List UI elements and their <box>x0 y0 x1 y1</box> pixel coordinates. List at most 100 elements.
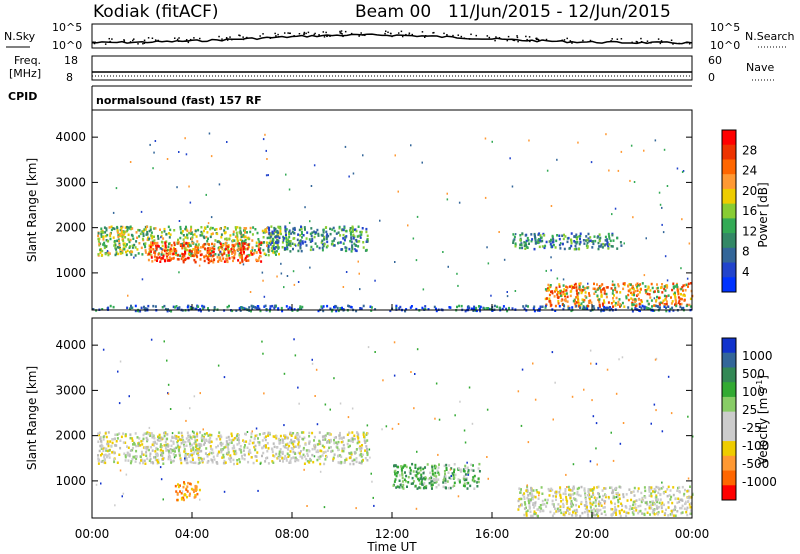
data-cell <box>318 439 321 443</box>
data-cell <box>160 236 162 239</box>
data-cell <box>648 488 651 491</box>
data-cell <box>577 292 580 295</box>
data-cell <box>216 240 219 243</box>
data-cell <box>104 461 107 465</box>
data-cell <box>612 239 615 242</box>
data-cell <box>684 488 686 492</box>
data-cell <box>233 256 236 260</box>
data-cell <box>236 462 239 465</box>
nsearch-dot <box>151 37 154 40</box>
data-cell <box>265 435 267 438</box>
data-cell <box>550 487 553 491</box>
data-cell <box>634 298 637 301</box>
data-cell <box>120 225 123 229</box>
data-cell <box>401 473 404 477</box>
data-cell <box>308 461 311 464</box>
data-cell <box>167 225 170 229</box>
nsearch-dot <box>339 32 342 34</box>
data-cell <box>453 481 456 485</box>
data-cell <box>203 305 205 309</box>
data-cell <box>163 340 165 343</box>
nsearch-dot <box>323 36 326 38</box>
data-cell <box>111 441 114 445</box>
data-cell <box>200 457 203 461</box>
data-cell <box>473 487 476 490</box>
data-cell <box>145 225 148 229</box>
data-cell <box>520 504 523 507</box>
data-cell <box>519 243 522 246</box>
data-cell <box>589 299 592 302</box>
data-cell <box>119 246 121 250</box>
data-cell <box>203 243 206 246</box>
data-cell <box>124 433 127 436</box>
data-cell <box>187 453 190 456</box>
data-cell <box>169 247 172 250</box>
data-cell <box>582 239 585 242</box>
data-cell <box>350 238 353 241</box>
data-cell <box>579 241 582 244</box>
data-cell <box>578 505 580 508</box>
data-cell <box>156 259 158 262</box>
data-cell <box>616 236 619 240</box>
data-cell <box>182 259 185 262</box>
data-cell <box>162 254 165 258</box>
data-cell <box>180 431 183 435</box>
data-cell <box>208 254 210 258</box>
data-cell <box>123 231 126 234</box>
data-cell <box>102 243 105 246</box>
nsearch-dot <box>193 37 195 39</box>
data-cell <box>285 459 288 462</box>
data-cell <box>98 449 101 453</box>
data-cell <box>153 242 156 245</box>
data-cell <box>659 286 662 289</box>
data-cell <box>181 230 184 233</box>
data-cell <box>644 291 647 295</box>
data-cell <box>397 190 399 193</box>
data-cell <box>306 505 308 507</box>
data-cell <box>131 227 134 230</box>
data-cell <box>166 433 169 436</box>
colorbar-tick-label: 12 <box>742 224 757 238</box>
nsearch-dot <box>460 35 463 38</box>
data-cell <box>463 484 466 488</box>
data-cell <box>487 477 489 480</box>
data-cell <box>662 492 665 495</box>
data-cell <box>102 447 105 450</box>
data-cell <box>669 307 672 311</box>
velocity-colorbar-label: Velocity [m s-1] <box>755 375 770 465</box>
data-cell <box>189 482 192 485</box>
data-cell <box>541 245 544 248</box>
data-cell <box>257 489 259 492</box>
data-cell <box>661 291 664 294</box>
data-cell <box>620 150 623 153</box>
data-cell <box>351 244 354 247</box>
data-cell <box>475 309 478 313</box>
data-cell <box>590 495 593 498</box>
data-cell <box>394 261 396 263</box>
data-cell <box>272 454 275 457</box>
nsearch-dot <box>525 35 527 38</box>
data-cell <box>202 439 205 442</box>
data-cell <box>119 469 122 472</box>
data-cell <box>608 235 611 238</box>
data-cell <box>615 513 618 516</box>
data-cell <box>463 429 466 432</box>
data-cell <box>622 495 625 499</box>
data-cell <box>686 506 689 510</box>
data-cell <box>148 237 151 240</box>
data-cell <box>589 349 592 352</box>
data-cell <box>97 237 100 241</box>
data-cell <box>686 513 689 517</box>
data-cell <box>401 486 404 489</box>
data-cell <box>171 432 174 435</box>
data-cell <box>202 306 205 310</box>
data-cell <box>280 232 282 236</box>
data-cell <box>166 448 169 452</box>
data-cell <box>163 444 166 447</box>
data-cell <box>133 243 136 247</box>
data-cell <box>267 253 270 257</box>
data-cell <box>190 250 193 253</box>
data-cell <box>246 237 249 240</box>
nsearch-dot <box>340 30 343 32</box>
data-cell <box>219 250 222 253</box>
